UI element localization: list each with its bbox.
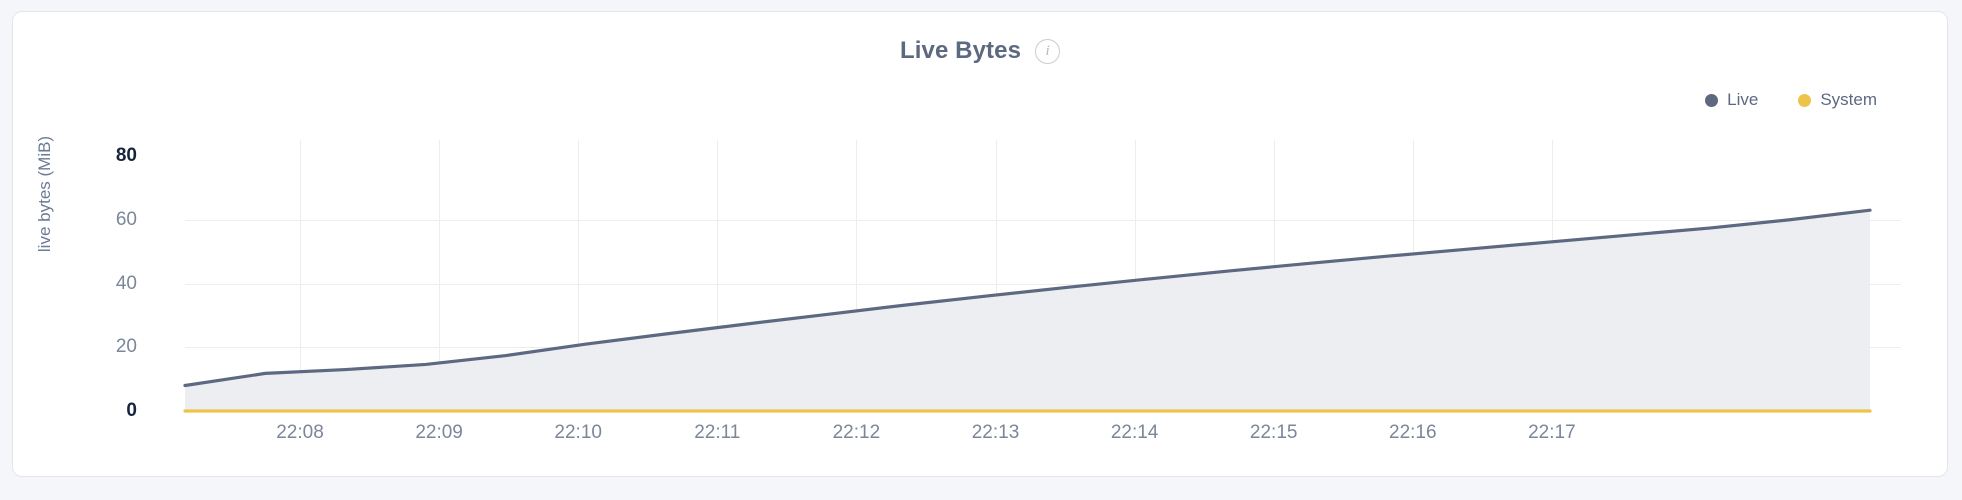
gridline-vertical [439, 140, 441, 411]
info-icon[interactable]: i [1035, 38, 1061, 64]
legend-label: System [1820, 90, 1877, 109]
legend-item-live[interactable]: Live [1705, 90, 1758, 110]
gridline-vertical [856, 140, 858, 411]
gridline-vertical [1134, 140, 1136, 411]
y-tick-label: 40 [115, 272, 137, 294]
x-tick-label: 22:16 [1389, 422, 1437, 443]
gridline-horizontal [185, 283, 1901, 285]
legend-label: Live [1727, 90, 1759, 109]
x-tick-label: 22:17 [1528, 422, 1576, 443]
gridline-vertical [578, 140, 580, 411]
y-tick-label: 80 [115, 145, 137, 166]
x-tick-label: 22:14 [1110, 422, 1159, 443]
gridline-vertical [717, 140, 719, 411]
series-canvas [183, 208, 1872, 413]
x-tick-label: 22:09 [415, 422, 463, 443]
chart-legend: Live System [1705, 90, 1877, 110]
x-tick-label: 22:08 [276, 422, 324, 443]
gridline-horizontal [185, 219, 1901, 221]
x-tick-label: 22:15 [1249, 422, 1298, 443]
area-fill-live [185, 210, 1870, 411]
live-bytes-chart-card: Live Bytes i Live System live bytes (MiB)… [12, 11, 1948, 477]
y-tick-label: 60 [115, 208, 137, 230]
x-tick-label: 22:12 [832, 422, 881, 443]
chart-header: Live Bytes i [13, 37, 1947, 65]
gridline-vertical [995, 140, 997, 411]
y-tick-label: 20 [115, 336, 137, 358]
legend-item-system[interactable]: System [1798, 90, 1877, 110]
plot-area: live bytes (MiB) 0 20 40 60 80 22:08 22:09 22:… [13, 12, 1947, 476]
x-tick-label: 22:10 [554, 422, 602, 443]
y-tick-label: 0 [126, 400, 137, 421]
legend-swatch-icon [1705, 93, 1719, 107]
page-title: Live Bytes [899, 37, 1022, 64]
legend-swatch-icon [1798, 93, 1812, 107]
x-tick-label: 22:13 [971, 422, 1020, 443]
y-axis-ticks: 0 20 40 60 80 [89, 12, 137, 478]
x-tick-label: 22:11 [694, 422, 741, 443]
line-series-live [183, 208, 1872, 388]
gridline-vertical [300, 140, 301, 411]
